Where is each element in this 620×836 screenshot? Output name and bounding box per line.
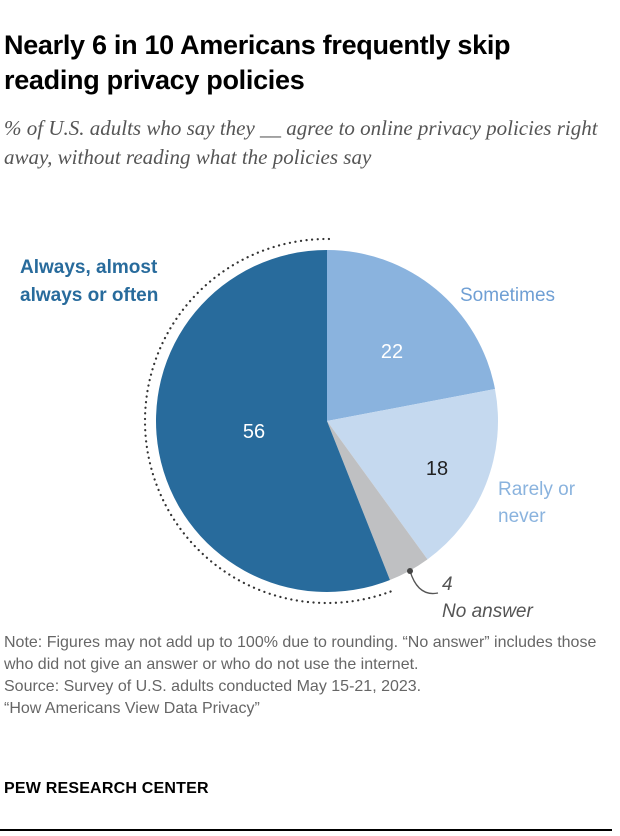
value-always: 56	[243, 421, 265, 443]
pie-slice-no-answer	[327, 421, 428, 580]
source-text: Source: Survey of U.S. adults conducted …	[4, 678, 422, 695]
value-rarely: 18	[426, 458, 448, 480]
label-no-answer: No answer	[442, 601, 533, 622]
chart-title: Nearly 6 in 10 Americans frequently skip…	[4, 30, 511, 95]
label-sometimes: Sometimes	[460, 285, 555, 306]
value-no-answer: 4	[442, 574, 453, 595]
pie-slice-always-almost-always-or-often	[156, 250, 390, 592]
value-sometimes: 22	[381, 341, 403, 363]
brand-logo-text: PEW RESEARCH CENTER	[4, 780, 209, 797]
label-rarely-line1: Rarely or	[498, 479, 576, 500]
no-answer-leader-dot	[407, 568, 413, 574]
label-always-line2: always or often	[20, 285, 158, 306]
report-title: “How Americans View Data Privacy”	[4, 700, 260, 717]
bottom-rule	[0, 829, 612, 831]
pie-chart: Always, almost always or often Sometimes…	[20, 237, 576, 622]
chart-subtitle: % of U.S. adults who say they __ agree t…	[4, 116, 598, 169]
label-always-line1: Always, almost	[20, 257, 158, 278]
note-text: Note: Figures may not add up to 100% due…	[4, 634, 597, 673]
pie-slice-sometimes	[327, 250, 495, 421]
pie-slice-rarely-or-never	[327, 388, 499, 560]
highlight-dotted-arc	[143, 237, 392, 605]
chart-notes: Note: Figures may not add up to 100% due…	[4, 632, 604, 720]
label-rarely-line2: never	[498, 506, 546, 527]
no-answer-leader-line	[409, 570, 439, 595]
